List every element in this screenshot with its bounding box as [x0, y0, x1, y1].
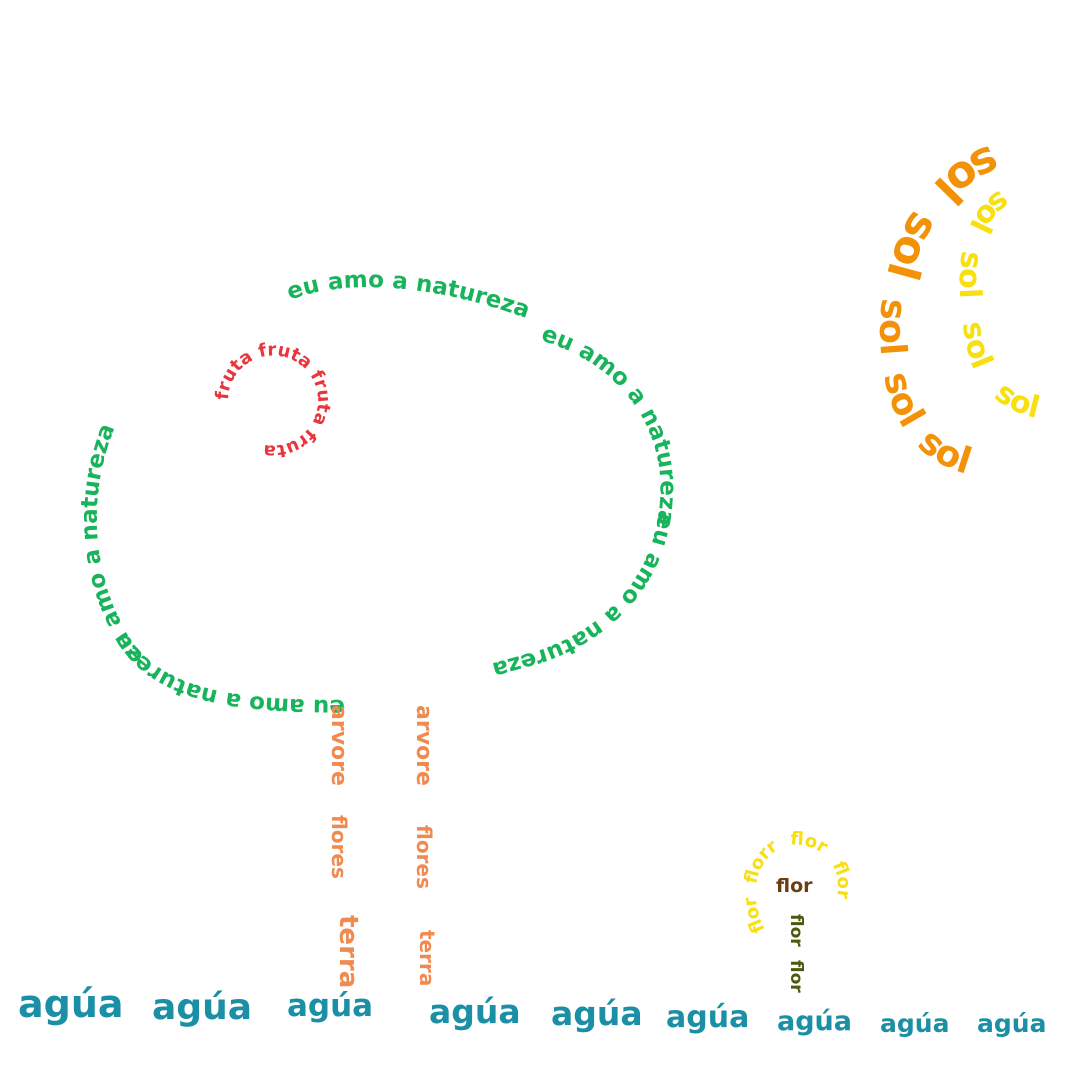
canopy-word: eu amo a natureza: [283, 267, 533, 324]
canopy-word: eu amo a natureza: [77, 420, 149, 669]
trunk-left-arvore: arvore: [326, 705, 351, 786]
water-word: agúa: [777, 1006, 852, 1037]
tree-canopy: eu amo a natureza eu amo a natureza eu a…: [77, 267, 681, 720]
canopy-right-text: eu amo a natureza: [538, 321, 680, 528]
water-word: agúa: [152, 987, 252, 1028]
flower-stem-text-2: flor: [786, 960, 806, 993]
water-word: agúa: [880, 1009, 949, 1038]
sun-outer-text: sol sol sol sol sol: [870, 135, 1007, 483]
canopy-word: eu amo a natureza: [538, 321, 680, 528]
fruit-circle: fruta fruta fruta fruta: [212, 339, 334, 461]
sun-word: sol: [955, 319, 999, 374]
flower-center-text: flor: [776, 875, 813, 897]
trunk-left-terra: terra: [333, 915, 363, 988]
fruit-text: fruta fruta fruta fruta: [212, 339, 334, 461]
trunk-left-flores: flores: [327, 815, 351, 879]
flower-stem-text-1: flor: [786, 914, 806, 947]
canopy-right-text-2: eu amo a natureza: [490, 512, 679, 683]
water-word: agúa: [18, 982, 124, 1026]
fruit-word: fruta: [263, 425, 321, 462]
fruit-word: fruta: [306, 367, 335, 429]
water-word: agúa: [977, 1009, 1046, 1038]
water-word: agúa: [287, 988, 373, 1024]
water-row: agúa agúa agúa agúa agúa agúa agúa agúa …: [18, 982, 1046, 1038]
sun-word: sol: [875, 368, 932, 434]
sun-word: sol: [876, 204, 949, 286]
sun-inner-text: sol sol sol sol: [951, 183, 1043, 425]
tree-trunk: arvore flores terra arvore flores terra: [326, 705, 439, 988]
canopy-word: eu amo a natureza: [108, 627, 345, 720]
water-word: agúa: [551, 994, 643, 1033]
flower-word: flor: [790, 828, 832, 858]
sun-word: sol: [910, 421, 976, 483]
canopy-left-text: eu amo a natureza: [108, 627, 345, 720]
trunk-right-arvore: arvore: [411, 705, 436, 786]
sun-word: sol: [951, 249, 989, 299]
sun-word: sol: [988, 375, 1043, 426]
flower-word: flor: [828, 858, 854, 900]
trunk-right-terra: terra: [415, 930, 439, 986]
water-word: agúa: [666, 1000, 749, 1035]
fruit-word: fruta: [256, 339, 316, 373]
trunk-right-flores: flores: [412, 825, 436, 889]
flower-word: flor: [740, 896, 770, 936]
flower: flor florr flor flor flor flor flor: [740, 828, 855, 993]
canopy-left-text-2: eu amo a natureza: [77, 420, 149, 669]
sun: sol sol sol sol sol sol sol sol sol: [870, 135, 1043, 483]
canopy-top-text: eu amo a natureza: [283, 267, 533, 324]
water-word: agúa: [429, 992, 521, 1031]
fruit-word: fruta: [212, 346, 256, 401]
sun-word: sol: [871, 297, 914, 357]
canopy-word: eu amo a natureza: [490, 512, 679, 683]
